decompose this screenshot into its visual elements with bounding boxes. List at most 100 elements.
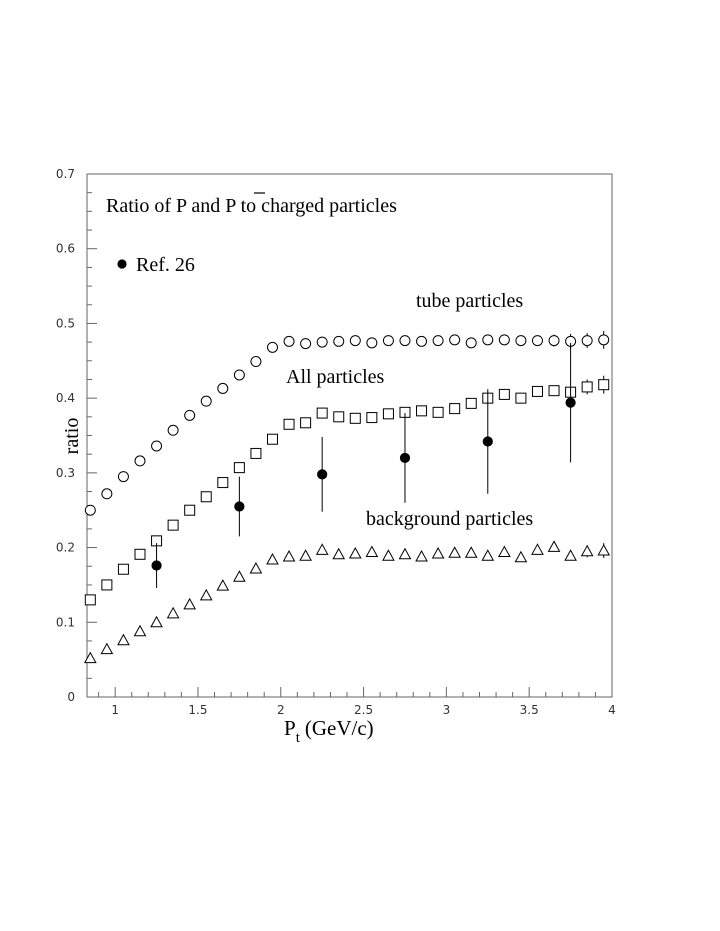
y-tick-label: 0.3 bbox=[56, 466, 75, 480]
x-tick-label: 3 bbox=[443, 703, 451, 717]
background-particles-point bbox=[100, 642, 114, 655]
background-particles-point bbox=[133, 624, 147, 637]
tube-particles-point bbox=[266, 341, 278, 353]
y-tick-label: 0.5 bbox=[56, 316, 75, 330]
all-particles-point bbox=[531, 385, 543, 397]
series-label-background: background particles bbox=[366, 508, 533, 530]
background-particles-point bbox=[398, 547, 412, 560]
y-tick-label: 0.7 bbox=[56, 167, 75, 181]
all-particles-point bbox=[366, 412, 378, 424]
tube-particles-point bbox=[548, 335, 560, 347]
all-particles-point bbox=[101, 579, 113, 591]
background-particles-point bbox=[332, 547, 346, 560]
background-particles-point bbox=[498, 545, 511, 558]
ref-26-point bbox=[565, 397, 576, 408]
background-particles-point bbox=[564, 549, 577, 561]
all-particles-point bbox=[233, 462, 245, 474]
tube-particles-point bbox=[349, 335, 361, 347]
background-particles-point bbox=[315, 543, 329, 555]
background-particles-point bbox=[514, 550, 528, 563]
all-particles-point bbox=[349, 412, 361, 424]
plot-frame bbox=[86, 173, 613, 698]
ref-26-point bbox=[234, 501, 245, 512]
axis-ticks bbox=[87, 173, 613, 698]
all-particles-point bbox=[432, 406, 444, 418]
tube-particles-point bbox=[399, 335, 411, 347]
all-particles-point bbox=[200, 491, 212, 503]
background-particles-point bbox=[266, 552, 279, 565]
all-particles-point bbox=[581, 381, 593, 393]
x-tick-label: 2 bbox=[277, 703, 285, 717]
tube-particles-point bbox=[482, 334, 494, 346]
tube-particles-point bbox=[167, 424, 179, 436]
all-particles-point bbox=[515, 392, 527, 404]
background-particles-point bbox=[415, 549, 428, 562]
y-tick-label: 0 bbox=[67, 690, 75, 704]
tube-particles-point bbox=[250, 356, 262, 368]
x-axis-label-main: P bbox=[284, 716, 296, 740]
background-particles-point bbox=[431, 547, 445, 559]
background-particles-point bbox=[365, 545, 379, 558]
background-particles-point bbox=[249, 561, 263, 574]
x-tick-label: 4 bbox=[608, 703, 616, 717]
ref-26-point bbox=[399, 452, 411, 464]
tube-particles-point bbox=[366, 337, 378, 349]
tube-particles-point bbox=[300, 338, 312, 350]
background-particles-point bbox=[216, 579, 230, 591]
all-particles-point bbox=[250, 447, 262, 459]
all-particles-point bbox=[449, 403, 461, 415]
background-particles-point bbox=[233, 570, 246, 582]
tube-particles-point bbox=[333, 335, 345, 347]
tube-particles-point bbox=[449, 334, 461, 346]
background-particles-point bbox=[299, 549, 312, 561]
tube-particles-point bbox=[598, 334, 610, 346]
all-particles-point bbox=[316, 407, 328, 419]
background-particles-point bbox=[83, 651, 97, 664]
background-particles-point bbox=[481, 549, 495, 561]
all-particles-point bbox=[465, 397, 477, 409]
x-axis-label: Pt (GeV/c) bbox=[284, 716, 374, 746]
data-marks bbox=[83, 330, 611, 664]
all-particles-point bbox=[84, 594, 96, 606]
y-tick-label: 0.1 bbox=[56, 615, 75, 629]
tube-particles-point bbox=[134, 455, 146, 467]
tube-particles-point bbox=[151, 440, 163, 452]
tube-particles-point bbox=[217, 382, 229, 394]
tube-particles-point bbox=[416, 335, 428, 347]
background-particles-point bbox=[199, 588, 213, 601]
y-axis-label: ratio bbox=[61, 418, 83, 455]
tube-particles-point bbox=[581, 335, 593, 347]
all-particles-point bbox=[598, 379, 610, 391]
x-axis-label-unit: (GeV/c) bbox=[305, 716, 374, 740]
y-tick-label: 0.6 bbox=[56, 242, 75, 256]
series-label-all: All particles bbox=[286, 366, 385, 388]
tube-particles-point bbox=[515, 335, 527, 347]
background-particles-point bbox=[464, 546, 478, 558]
tube-particles-point bbox=[184, 409, 196, 421]
background-particles-point bbox=[282, 549, 296, 562]
all-particles-point bbox=[117, 563, 129, 575]
background-particles-point bbox=[531, 543, 544, 555]
ref-26-point bbox=[317, 469, 328, 480]
axis-tick-labels: 1 1.5 2 2.5 3 3.5 4 0 0.1 0.2 0.3 0.4 0.5 0.6 0.7 bbox=[56, 167, 616, 717]
tube-particles-point bbox=[233, 369, 245, 381]
background-particles-point bbox=[547, 540, 561, 552]
background-particles-point bbox=[348, 547, 362, 559]
background-particles-point bbox=[382, 549, 395, 561]
background-particles-point bbox=[150, 615, 163, 628]
tube-particles-point bbox=[382, 335, 394, 347]
ref-26-point bbox=[482, 436, 493, 447]
tube-particles-point bbox=[84, 504, 96, 516]
all-particles-point bbox=[167, 519, 179, 531]
all-particles-point bbox=[217, 477, 229, 489]
x-axis-label-sub: t bbox=[296, 730, 301, 746]
tube-particles-point bbox=[498, 334, 510, 346]
tube-particles-point bbox=[101, 488, 113, 500]
all-particles-point bbox=[333, 411, 345, 423]
legend-label-ref26: Ref. 26 bbox=[136, 254, 195, 276]
y-tick-label: 0.2 bbox=[56, 541, 75, 555]
tube-particles-point bbox=[283, 335, 295, 347]
background-particles-point bbox=[597, 544, 611, 556]
all-particles-point bbox=[548, 385, 560, 397]
